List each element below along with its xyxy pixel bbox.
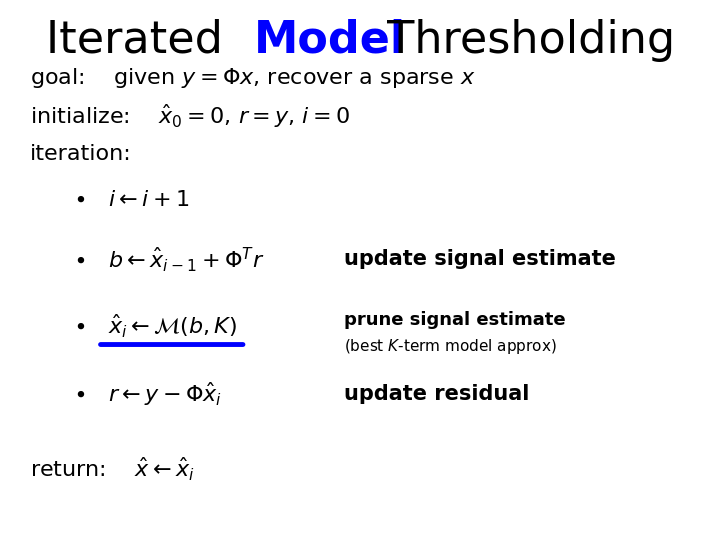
- Text: return:    $\hat{x} \leftarrow \hat{x}_i$: return: $\hat{x} \leftarrow \hat{x}_i$: [30, 456, 194, 483]
- Text: Model: Model: [254, 19, 407, 62]
- Text: iteration:: iteration:: [30, 144, 132, 164]
- Text: initialize:    $\hat{x}_0 = 0$, $r = y$, $i = 0$: initialize: $\hat{x}_0 = 0$, $r = y$, $i…: [30, 102, 350, 130]
- Text: goal:    given $y = \Phi x$, recover a sparse $x$: goal: given $y = \Phi x$, recover a spar…: [30, 66, 475, 90]
- Text: (best $K$-term model approx): (best $K$-term model approx): [343, 337, 557, 356]
- Text: Thresholding: Thresholding: [373, 19, 675, 62]
- Text: update signal estimate: update signal estimate: [343, 249, 616, 269]
- Text: $\bullet$   $b \leftarrow \hat{x}_{i-1} + \Phi^T r$: $\bullet$ $b \leftarrow \hat{x}_{i-1} + …: [73, 245, 264, 274]
- Text: update residual: update residual: [343, 384, 529, 404]
- Text: Iterated: Iterated: [46, 19, 238, 62]
- Text: $\bullet$   $i \leftarrow i + 1$: $\bullet$ $i \leftarrow i + 1$: [73, 190, 189, 210]
- Text: prune signal estimate: prune signal estimate: [343, 310, 565, 329]
- Text: $\bullet$   $\hat{x}_i \leftarrow \mathcal{M}(b, K)$: $\bullet$ $\hat{x}_i \leftarrow \mathcal…: [73, 313, 237, 340]
- Text: $\bullet$   $r \leftarrow y - \Phi\hat{x}_i$: $\bullet$ $r \leftarrow y - \Phi\hat{x}_…: [73, 380, 222, 408]
